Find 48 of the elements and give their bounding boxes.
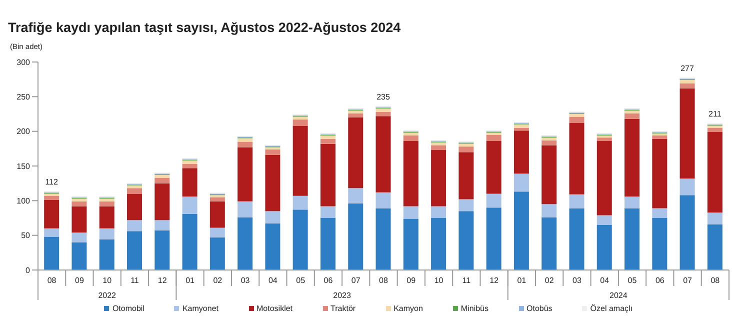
x-tick-label: 09 bbox=[75, 276, 84, 285]
x-tick-label: 11 bbox=[462, 276, 472, 285]
x-tick-label: 12 bbox=[490, 276, 500, 285]
text: 2022 bbox=[98, 291, 117, 300]
total-label: 112 bbox=[45, 178, 59, 187]
text: 2024 bbox=[610, 291, 628, 300]
y-tick-label: 300 bbox=[16, 58, 31, 67]
x-tick-label: 12 bbox=[158, 276, 168, 285]
x-tick-label: 02 bbox=[213, 276, 223, 285]
y-tick-label: 250 bbox=[16, 92, 31, 102]
x-tick-label: 04 bbox=[600, 276, 610, 285]
legend-label: Kamyonet bbox=[181, 304, 218, 313]
x-tick-label: 08 bbox=[710, 276, 720, 285]
x-tick-label: 08 bbox=[379, 276, 388, 285]
x-tick-label: 07 bbox=[351, 276, 361, 285]
legend-label: Motosiklet bbox=[256, 304, 293, 313]
y-tick-label: 0 bbox=[26, 266, 31, 275]
x-tick-label: 02 bbox=[544, 276, 554, 285]
legend-label: Kamyon bbox=[392, 304, 423, 313]
x-tick-label: 11 bbox=[130, 276, 140, 285]
x-tick-label: 07 bbox=[683, 276, 693, 285]
x-tick-label: 05 bbox=[628, 276, 638, 285]
y-tick-label: 150 bbox=[16, 162, 31, 171]
chart-title: Trafiğe kaydı yapılan taşıt sayısı, Ağustos 2022-Ağustos 2024 bbox=[8, 20, 401, 35]
total-label: 211 bbox=[708, 110, 722, 119]
x-tick-label: 05 bbox=[296, 276, 306, 285]
total-label: 277 bbox=[680, 64, 695, 73]
legend-label: Otomobil bbox=[111, 304, 144, 313]
total-label: 235 bbox=[376, 92, 390, 102]
x-tick-label: 06 bbox=[655, 276, 665, 285]
x-tick-label: 10 bbox=[434, 276, 444, 285]
y-tick-label: 50 bbox=[21, 231, 31, 240]
x-tick-label: 04 bbox=[268, 276, 278, 285]
x-tick-label: 09 bbox=[406, 276, 416, 285]
y-tick-label: 200 bbox=[16, 127, 31, 136]
x-tick-label: 01 bbox=[517, 276, 527, 285]
x-tick-label: 03 bbox=[240, 276, 250, 285]
text: 2023 bbox=[333, 291, 352, 300]
legend-label: Minibüs bbox=[460, 304, 488, 313]
y-tick-label: 100 bbox=[16, 196, 31, 206]
x-tick-label: 01 bbox=[186, 276, 196, 285]
x-tick-label: 08 bbox=[47, 276, 57, 285]
x-tick-label: 10 bbox=[102, 276, 112, 285]
legend-label: Otobüs bbox=[526, 304, 552, 313]
legend-label: Özel amaçlı bbox=[589, 304, 633, 313]
x-tick-label: 06 bbox=[324, 276, 334, 285]
legend-label: Traktör bbox=[330, 304, 356, 313]
x-tick-label: 03 bbox=[572, 276, 582, 285]
